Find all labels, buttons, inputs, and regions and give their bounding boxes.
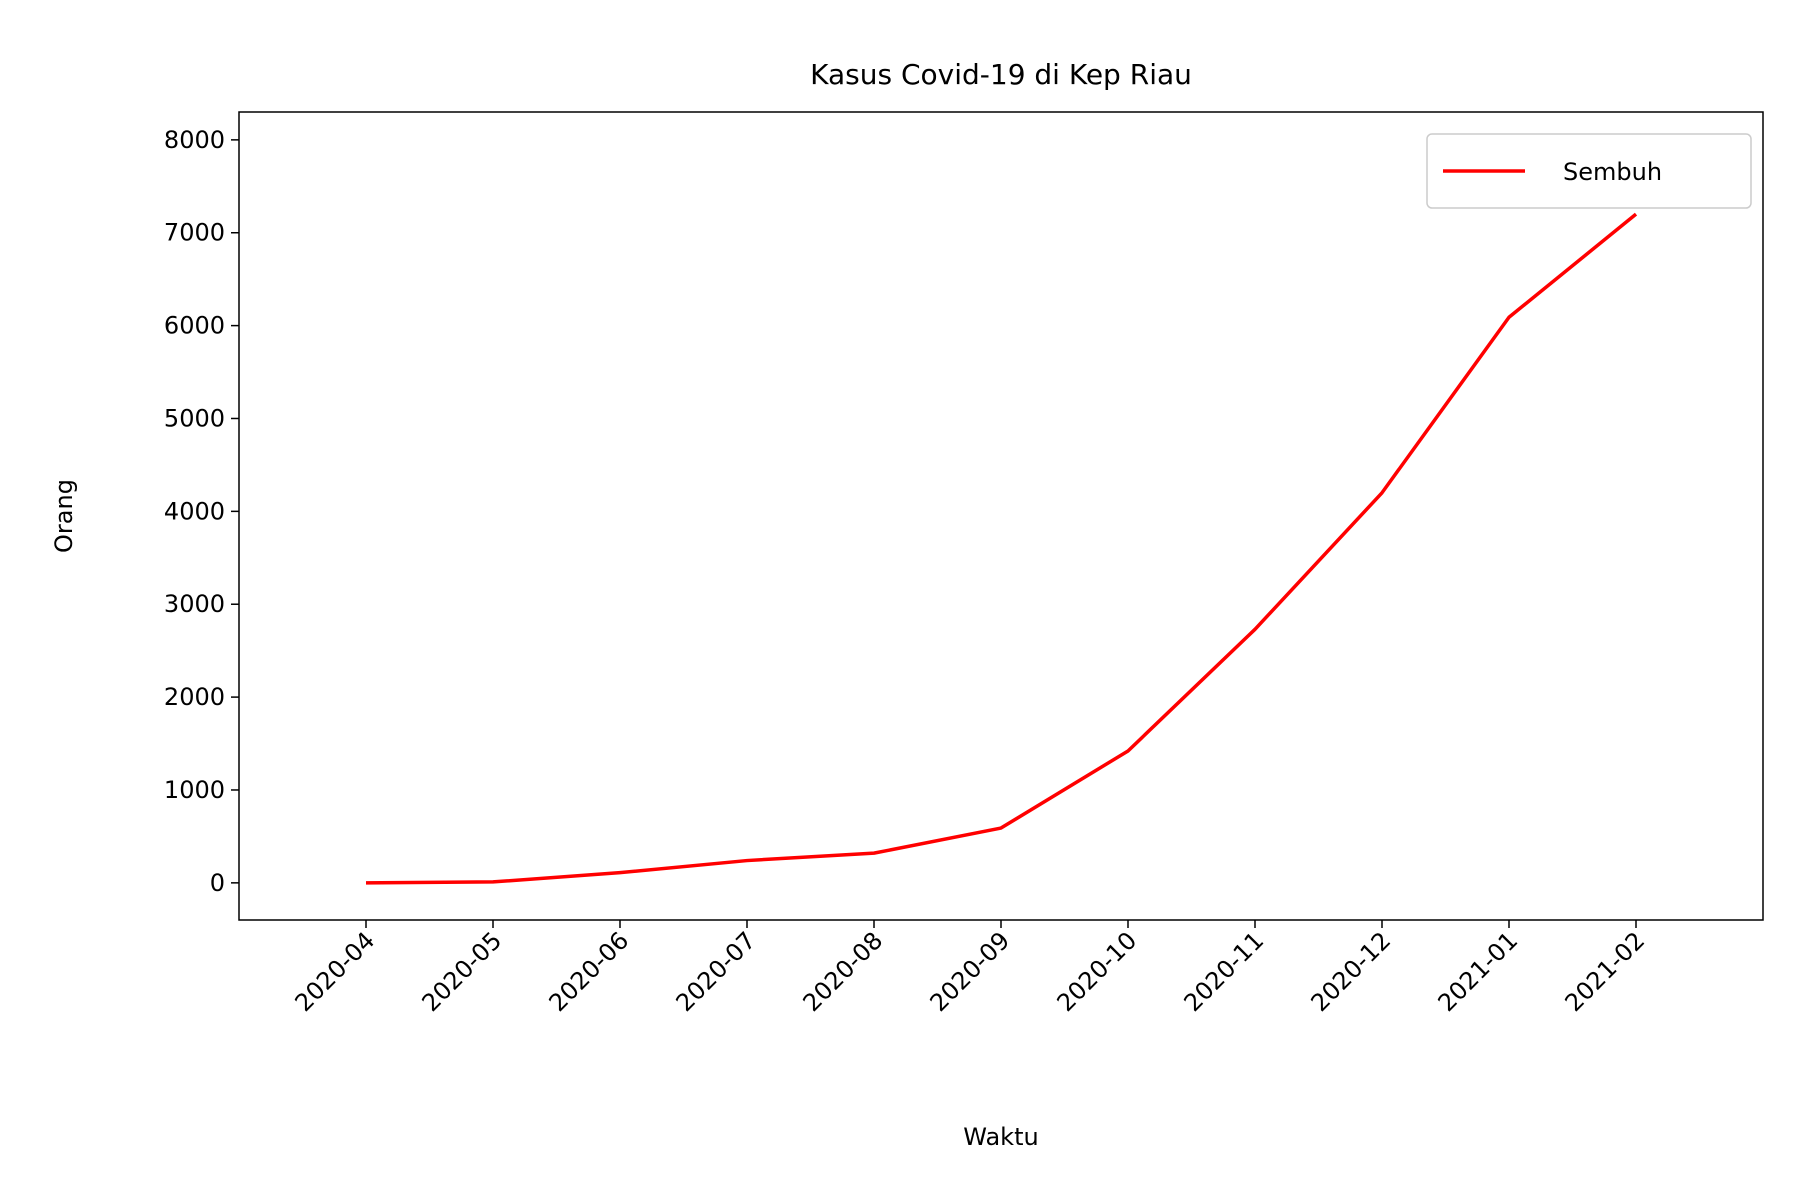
legend: Sembuh [1426, 133, 1752, 209]
x-axis-label: Waktu [963, 1123, 1038, 1151]
y-axis-label: Orang [50, 479, 78, 553]
y-tick-label: 7000 [164, 219, 225, 247]
y-tick-label: 3000 [164, 590, 225, 618]
y-tick-label: 1000 [164, 776, 225, 804]
series-line [365, 212, 1638, 885]
legend-label: Sembuh [1563, 158, 1662, 186]
y-tick-label: 2000 [164, 683, 225, 711]
y-tick-label: 4000 [164, 497, 225, 525]
chart-title: Kasus Covid-19 di Kep Riau [810, 58, 1192, 91]
y-tick-label: 6000 [164, 312, 225, 340]
y-tick-label: 5000 [164, 404, 225, 432]
plot-frame [238, 111, 1764, 921]
y-tick-label: 0 [210, 869, 225, 897]
legend-box [1426, 133, 1752, 209]
y-tick-label: 8000 [164, 126, 225, 154]
